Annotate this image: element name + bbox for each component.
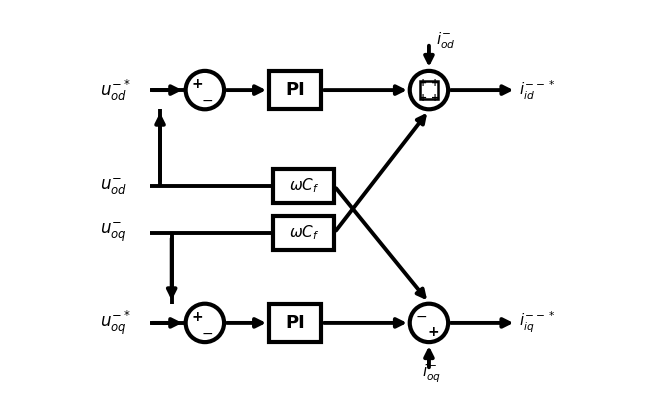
Text: $u_{oq}^{-}$: $u_{oq}^{-}$ (100, 221, 127, 245)
Text: $-$: $-$ (415, 309, 428, 322)
FancyBboxPatch shape (273, 169, 335, 203)
Text: $u_{od}^{-*}$: $u_{od}^{-*}$ (100, 78, 131, 103)
Text: +: + (427, 325, 439, 339)
Text: +: + (419, 78, 427, 88)
Text: $i_{id}^{--*}$: $i_{id}^{--*}$ (519, 78, 556, 102)
Text: $-$: $-$ (201, 93, 213, 107)
Text: $i_{od}^{-}$: $i_{od}^{-}$ (436, 31, 455, 51)
FancyBboxPatch shape (273, 216, 335, 249)
Text: $i_{iq}^{--*}$: $i_{iq}^{--*}$ (519, 310, 556, 335)
Text: +: + (191, 77, 203, 91)
Text: $u_{oq}^{-*}$: $u_{oq}^{-*}$ (100, 309, 131, 337)
Text: +: + (191, 310, 203, 324)
Text: $\omega C_f$: $\omega C_f$ (288, 177, 319, 195)
Text: $\omega C_f$: $\omega C_f$ (288, 223, 319, 242)
Text: +: + (431, 93, 439, 103)
Text: $-$: $-$ (201, 326, 213, 340)
Text: +: + (419, 93, 427, 103)
FancyBboxPatch shape (269, 71, 321, 109)
Text: $u_{od}^{-}$: $u_{od}^{-}$ (100, 176, 127, 197)
FancyBboxPatch shape (269, 304, 321, 342)
Text: +: + (431, 78, 439, 88)
Text: PI: PI (285, 314, 305, 332)
FancyBboxPatch shape (420, 81, 438, 100)
Text: $i_{oq}^{-}$: $i_{oq}^{-}$ (422, 363, 442, 385)
Text: PI: PI (285, 81, 305, 99)
